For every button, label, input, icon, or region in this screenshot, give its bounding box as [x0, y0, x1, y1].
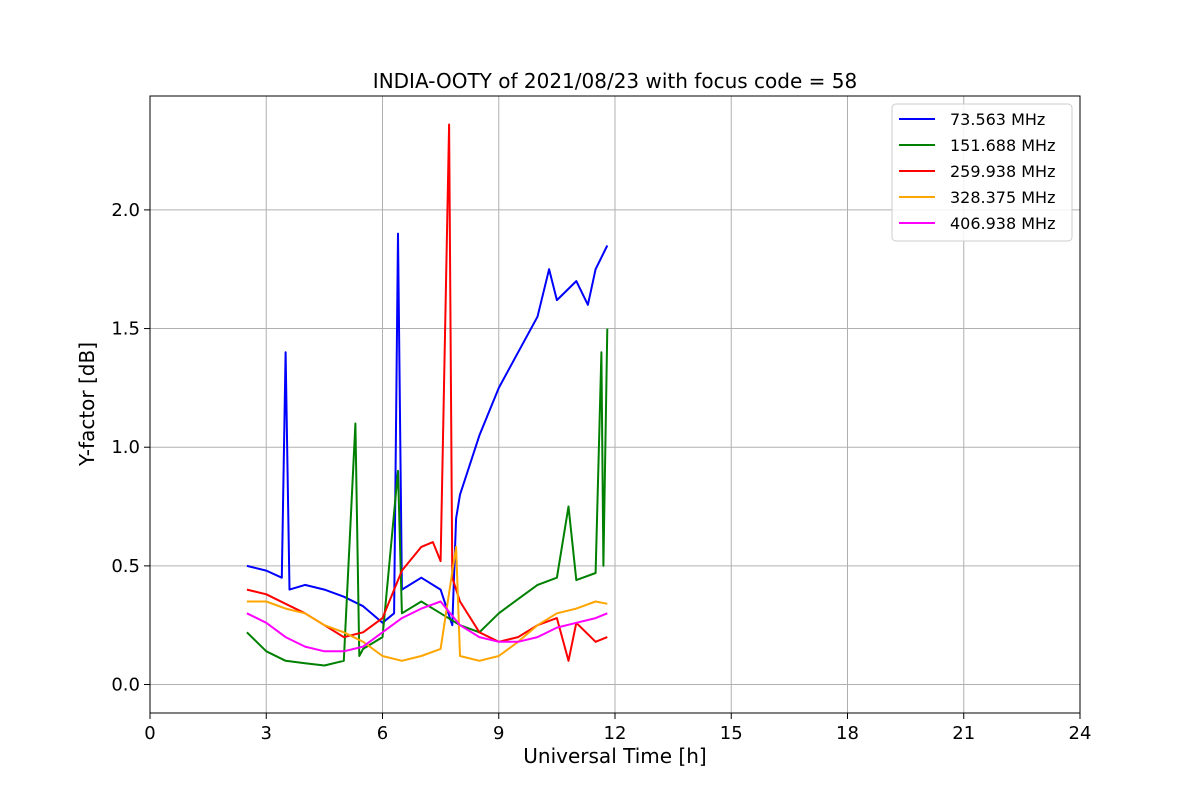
legend: 73.563 MHz 151.688 MHz 259.938 MHz 328.375 …: [891, 103, 1073, 242]
legend-box: [891, 103, 1073, 242]
y-tick-label: 1.0: [111, 437, 140, 458]
x-tick-label: 24: [1069, 723, 1092, 744]
y-tick-label: 0.5: [111, 556, 140, 577]
x-tick-label: 12: [604, 723, 627, 744]
x-tick-label: 21: [952, 723, 975, 744]
legend-label: 259.938 MHz: [950, 162, 1055, 181]
x-tick-label: 15: [720, 723, 743, 744]
y-tick-label: 2.0: [111, 200, 140, 221]
y-axis-label: Y-factor [dB]: [75, 342, 99, 467]
x-axis-label: Universal Time [h]: [523, 744, 706, 768]
y-tick-label: 0.0: [111, 675, 140, 696]
series-line-3: [246, 545, 608, 662]
x-tick-label: 3: [261, 723, 272, 744]
x-tick-label: 0: [144, 723, 155, 744]
series-line-1: [246, 328, 609, 667]
y-tick-label: 1.5: [111, 319, 140, 340]
axis-ticks: 0 3 6 9 12 15 18 21 24 0.0 0.5 1.0 1.5 2.0: [111, 200, 1091, 744]
x-tick-label: 9: [493, 723, 504, 744]
grid: [149, 96, 1081, 713]
series-line-4: [246, 600, 608, 653]
chart-title: INDIA-OOTY of 2021/08/23 with focus code…: [373, 69, 857, 93]
series-layer: [246, 123, 609, 667]
legend-label: 406.938 MHz: [950, 214, 1055, 233]
legend-label: 73.563 MHz: [950, 110, 1045, 129]
legend-label: 151.688 MHz: [950, 136, 1055, 155]
series-line-0: [246, 232, 609, 627]
legend-items: 73.563 MHz 151.688 MHz 259.938 MHz 328.375 …: [899, 110, 1055, 233]
legend-label: 328.375 MHz: [950, 188, 1055, 207]
x-tick-label: 18: [836, 723, 859, 744]
x-tick-label: 6: [377, 723, 388, 744]
